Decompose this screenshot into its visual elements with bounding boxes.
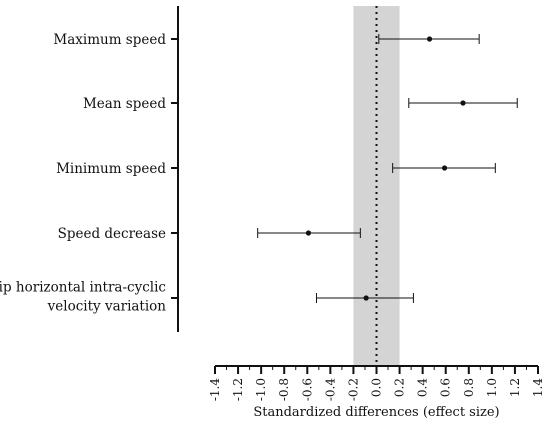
- category-label: Minimum speed: [56, 161, 166, 177]
- x-tick-label: 0.8: [462, 378, 476, 397]
- x-tick-label: 1.0: [485, 378, 499, 397]
- x-tick-label: 0.2: [393, 378, 407, 397]
- x-tick-label: 1.4: [531, 378, 545, 397]
- confidence-intervals: [257, 34, 518, 303]
- category-labels: Maximum speed Mean speed Minimum speed Spee…: [0, 32, 178, 315]
- effect-point: [363, 295, 369, 301]
- x-tick-label: 0.4: [416, 378, 430, 397]
- category-label: velocity variation: [47, 299, 167, 315]
- effect-point: [460, 100, 466, 106]
- x-tick-label: -0.4: [323, 378, 337, 402]
- category-label: Mean speed: [83, 96, 166, 112]
- x-tick-label: -1.4: [208, 378, 222, 402]
- effect-point: [441, 165, 448, 171]
- x-axis-ticks: -1.4 -1.2 -1.0 -0.8 -0.6 -0.4 -0.2 0.0 0.2 0.4 0.6…: [208, 366, 545, 401]
- x-tick-label: 0.6: [439, 378, 453, 397]
- x-axis-title: Standardized differences (effect size): [253, 405, 499, 420]
- category-label: Speed decrease: [58, 226, 166, 242]
- x-tick-label: -0.2: [346, 378, 360, 401]
- x-tick-label: -0.8: [277, 378, 291, 401]
- x-tick-label: -0.6: [300, 378, 314, 401]
- effect-point: [305, 230, 312, 236]
- x-tick-label: 1.2: [508, 378, 522, 397]
- x-tick-label: -1.2: [231, 378, 245, 401]
- category-label: Hip horizontal intra-cyclic: [0, 280, 166, 296]
- x-tick-label: -1.0: [254, 378, 268, 401]
- category-label: Maximum speed: [53, 32, 166, 48]
- effect-point: [426, 36, 433, 42]
- x-tick-label: 0.0: [370, 378, 384, 397]
